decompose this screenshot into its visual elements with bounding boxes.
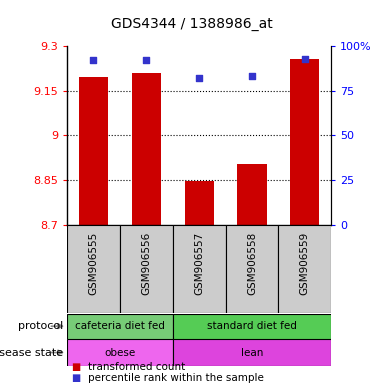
Text: GSM906556: GSM906556 bbox=[141, 232, 151, 295]
Text: lean: lean bbox=[241, 348, 263, 358]
Text: GDS4344 / 1388986_at: GDS4344 / 1388986_at bbox=[111, 17, 272, 31]
Bar bbox=[237, 164, 267, 225]
Bar bbox=[67, 339, 173, 366]
Point bbox=[143, 57, 149, 63]
Text: GSM906559: GSM906559 bbox=[300, 232, 310, 295]
Text: GSM906558: GSM906558 bbox=[247, 232, 257, 295]
Text: ■: ■ bbox=[71, 373, 80, 383]
Bar bbox=[290, 60, 319, 225]
Bar bbox=[185, 182, 214, 225]
Bar bbox=[79, 77, 108, 225]
Bar bbox=[67, 314, 173, 339]
Text: disease state: disease state bbox=[0, 348, 63, 358]
Bar bbox=[120, 225, 173, 313]
Bar bbox=[278, 225, 331, 313]
Text: percentile rank within the sample: percentile rank within the sample bbox=[88, 373, 264, 383]
Point bbox=[302, 56, 308, 62]
Bar bbox=[132, 73, 161, 225]
Point bbox=[196, 75, 202, 81]
Text: standard diet fed: standard diet fed bbox=[207, 321, 297, 331]
Text: GSM906557: GSM906557 bbox=[194, 232, 204, 295]
Point bbox=[90, 57, 97, 63]
Text: transformed count: transformed count bbox=[88, 362, 185, 372]
Bar bbox=[67, 225, 120, 313]
Bar bbox=[173, 225, 226, 313]
Text: protocol: protocol bbox=[18, 321, 63, 331]
Bar bbox=[226, 225, 278, 313]
Bar bbox=[173, 314, 331, 339]
Text: obese: obese bbox=[104, 348, 136, 358]
Text: GSM906555: GSM906555 bbox=[88, 232, 98, 295]
Point bbox=[249, 73, 255, 79]
Bar bbox=[173, 339, 331, 366]
Text: cafeteria diet fed: cafeteria diet fed bbox=[75, 321, 165, 331]
Text: ■: ■ bbox=[71, 362, 80, 372]
